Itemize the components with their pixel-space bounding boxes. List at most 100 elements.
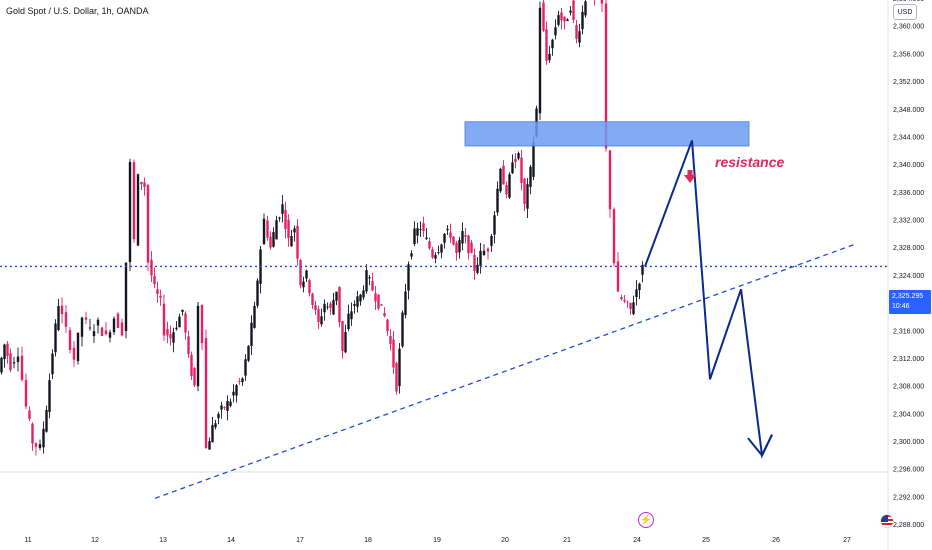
candle xyxy=(600,0,604,13)
price-tick-label: 2,344.000 xyxy=(893,134,924,141)
candle xyxy=(440,243,443,259)
price-tick-label: 2,356.000 xyxy=(893,51,924,58)
price-tick-label: 2,308.000 xyxy=(893,384,924,391)
candle xyxy=(96,317,100,334)
price-tick-label: 2,296.000 xyxy=(893,467,924,474)
candle xyxy=(146,183,150,272)
candle xyxy=(132,159,136,243)
time-tick-label: 26 xyxy=(772,537,780,544)
ascending-trendline[interactable] xyxy=(154,243,856,499)
candle xyxy=(184,311,187,340)
candle xyxy=(380,304,383,306)
candle xyxy=(554,19,557,40)
candle xyxy=(638,282,641,299)
candle xyxy=(359,293,362,306)
candle xyxy=(247,345,250,363)
current-price-badge: 2,325.295 10:46 xyxy=(889,290,931,314)
candle xyxy=(523,177,526,212)
candle xyxy=(104,322,108,336)
candle xyxy=(42,421,45,454)
time-tick-label: 25 xyxy=(702,537,710,544)
candle xyxy=(76,332,80,365)
candle xyxy=(496,181,499,216)
candle xyxy=(305,269,308,282)
candle xyxy=(422,216,425,237)
candle xyxy=(112,316,116,336)
candle xyxy=(34,442,38,456)
candle xyxy=(293,225,296,242)
candle xyxy=(581,5,584,35)
candle xyxy=(545,21,548,65)
candle xyxy=(389,329,392,351)
candle xyxy=(584,0,587,18)
candle xyxy=(100,326,104,337)
candle xyxy=(413,221,416,247)
candle xyxy=(490,233,493,252)
candle xyxy=(572,0,575,24)
candle xyxy=(200,304,204,351)
candle xyxy=(569,6,572,16)
candle xyxy=(244,354,247,381)
candle xyxy=(557,10,560,27)
candle xyxy=(45,405,48,433)
candle xyxy=(476,257,479,275)
candle xyxy=(136,173,140,247)
candle xyxy=(262,213,266,245)
candle xyxy=(641,261,644,283)
candle xyxy=(31,422,34,451)
candle xyxy=(68,327,72,354)
candle xyxy=(317,305,320,330)
price-axis[interactable]: 2,376.0002,372.0002,368.0002,364.0002,36… xyxy=(893,0,924,550)
candle xyxy=(9,348,12,373)
candle xyxy=(196,301,200,392)
price-tick-label: 2,328.000 xyxy=(893,245,924,252)
candle xyxy=(612,207,616,267)
current-price-value: 2,325.295 xyxy=(892,293,924,300)
candle xyxy=(223,406,226,410)
price-tick-label: 2,360.000 xyxy=(893,24,924,31)
candle xyxy=(629,302,632,315)
candle xyxy=(51,349,54,380)
candle xyxy=(217,411,220,425)
symbol-title: Gold Spot / U.S. Dollar, 1h, OANDA xyxy=(6,6,149,16)
time-axis[interactable]: 11 12 13 14 17 18 19 20 21 24 25 26 27 xyxy=(24,537,851,544)
candle xyxy=(425,228,428,241)
candle xyxy=(620,294,623,301)
resistance-label: resistance xyxy=(715,154,784,170)
candle xyxy=(392,331,395,375)
candle xyxy=(60,297,64,324)
resistance-zone[interactable] xyxy=(464,121,750,147)
candle xyxy=(92,324,96,343)
candle xyxy=(229,398,232,408)
price-tick-label: 2,324.000 xyxy=(893,273,924,280)
candle xyxy=(314,300,317,315)
candle xyxy=(16,347,20,372)
candle xyxy=(368,275,371,286)
candle xyxy=(446,224,449,235)
candle xyxy=(281,194,284,223)
candle xyxy=(542,0,545,32)
candle xyxy=(308,278,311,297)
candle xyxy=(493,211,496,244)
candle xyxy=(383,307,386,318)
candle xyxy=(278,216,281,222)
candle xyxy=(238,377,241,385)
candle xyxy=(259,246,262,294)
candle xyxy=(505,181,508,199)
candle xyxy=(551,38,554,56)
candle xyxy=(575,19,578,44)
candle xyxy=(332,292,335,316)
candle xyxy=(356,290,359,313)
currency-button[interactable]: USD xyxy=(893,4,917,20)
flash-icon[interactable]: ⚡ xyxy=(638,512,654,528)
candle xyxy=(3,343,6,368)
candle xyxy=(88,318,92,331)
us-flag-icon[interactable] xyxy=(880,514,894,528)
time-tick-label: 19 xyxy=(433,537,441,544)
price-tick-label: 2,364.000 xyxy=(893,0,924,3)
candle xyxy=(156,281,159,303)
candle xyxy=(84,311,88,325)
candle xyxy=(635,280,638,306)
candle xyxy=(626,300,629,308)
